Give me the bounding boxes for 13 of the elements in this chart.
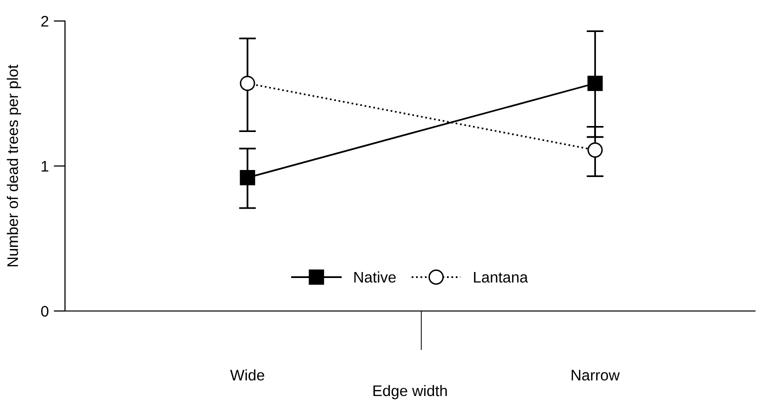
y-tick-label: 2 — [41, 16, 48, 27]
x-axis-title: Edge width — [373, 384, 447, 400]
y-tick-label: 0 — [41, 306, 48, 317]
point — [240, 76, 256, 91]
point — [587, 142, 603, 158]
y-axis-title: Number of dead trees per plot — [6, 64, 22, 266]
legend-label: Lantana — [474, 272, 528, 283]
point — [587, 76, 603, 91]
x-tick-label: Wide — [230, 369, 264, 381]
legend-label: Native — [354, 271, 396, 283]
point — [240, 170, 256, 186]
y-tick-label: 1 — [42, 161, 48, 172]
x-tick-label: Narrow — [572, 370, 620, 381]
